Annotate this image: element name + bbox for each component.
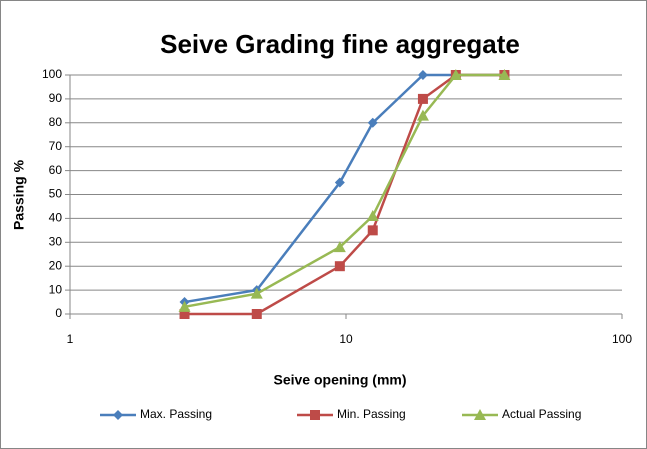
y-tick-label: 30	[49, 234, 63, 248]
y-tick-label: 40	[49, 211, 63, 225]
point	[417, 93, 428, 104]
legend-marker	[310, 410, 320, 420]
y-tick-label: 20	[49, 258, 63, 272]
point	[498, 69, 511, 80]
point	[417, 70, 428, 80]
y-tick-label: 0	[55, 306, 62, 320]
y-tick-label: 100	[42, 67, 62, 81]
x-tick-label: 1	[67, 332, 74, 346]
point	[334, 177, 345, 188]
y-tick-label: 60	[49, 163, 63, 177]
x-tick-label: 100	[612, 332, 632, 346]
legend-label: Actual Passing	[502, 407, 581, 421]
y-tick-label: 70	[49, 139, 63, 153]
point	[333, 241, 346, 253]
point	[251, 309, 262, 319]
x-axis-label: Seive opening (mm)	[273, 372, 406, 388]
y-tick-label: 80	[49, 115, 63, 129]
y-axis-label: Passing %	[11, 159, 27, 230]
y-tick-label: 10	[49, 282, 63, 296]
chart-title: Seive Grading fine aggregate	[160, 29, 520, 59]
legend-label: Min. Passing	[337, 407, 406, 421]
point	[178, 300, 191, 312]
legend-label: Max. Passing	[140, 407, 212, 421]
point	[366, 210, 379, 222]
point	[449, 69, 462, 80]
point	[367, 225, 378, 236]
legend-marker	[474, 409, 486, 420]
point	[250, 287, 263, 299]
point	[367, 117, 378, 128]
point	[334, 261, 345, 272]
legend-marker	[113, 410, 123, 420]
y-tick-label: 90	[49, 91, 63, 105]
x-tick-label: 10	[339, 332, 353, 346]
point	[416, 109, 429, 121]
y-tick-label: 50	[49, 187, 63, 201]
point	[179, 309, 190, 319]
